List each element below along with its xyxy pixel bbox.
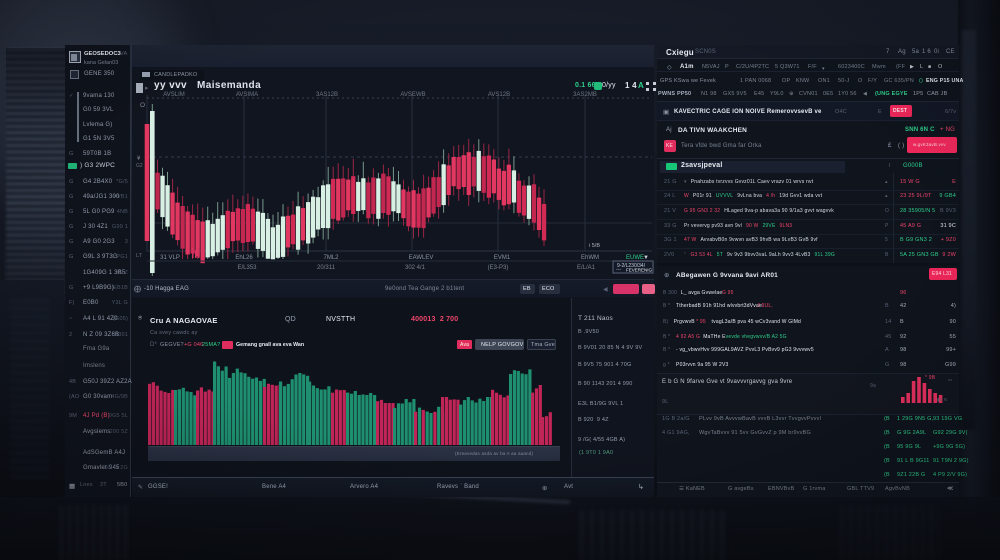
svg-text:***: *** [616, 268, 622, 273]
svg-text:i 5/B: i 5/B [589, 243, 600, 249]
svg-text:9-2/L230/34/: 9-2/L230/34/ [617, 263, 646, 269]
svg-text:G2: G2 [136, 163, 143, 169]
svg-text:3AS2MB: 3AS2MB [573, 92, 597, 98]
svg-text:E/L/A1: E/L/A1 [577, 265, 596, 271]
svg-text:¥: ¥ [137, 156, 141, 162]
svg-text:EhWM: EhWM [581, 255, 599, 261]
svg-text:LT: LT [136, 253, 143, 259]
svg-text:EAWLEV: EAWLEV [409, 255, 434, 261]
svg-text:EVM1: EVM1 [494, 255, 511, 261]
svg-text:AVSEWB: AVSEWB [400, 92, 425, 98]
svg-text:20/311: 20/311 [317, 265, 336, 271]
svg-text:AVS12B: AVS12B [488, 92, 510, 98]
svg-text:AVSLIM: AVSLIM [163, 92, 185, 98]
svg-text:EhL26: EhL26 [235, 255, 253, 261]
svg-text:▼: ▼ [643, 255, 649, 261]
svg-text:3AS12B: 3AS12B [316, 92, 338, 98]
svg-text:7ML2: 7ML2 [323, 255, 339, 261]
svg-text:EUWE: EUWE [626, 255, 644, 261]
svg-text:(E3-P3): (E3-P3) [488, 265, 509, 271]
svg-text:302 4/1: 302 4/1 [405, 265, 426, 271]
svg-text:31 VLP: 31 VLP [160, 255, 180, 261]
svg-text:FEVERENIG: FEVERENIG [626, 268, 653, 273]
svg-text:AVSIMA: AVSIMA [236, 92, 258, 98]
svg-text:O: O [140, 102, 145, 109]
svg-text:E/L353: E/L353 [237, 265, 257, 271]
